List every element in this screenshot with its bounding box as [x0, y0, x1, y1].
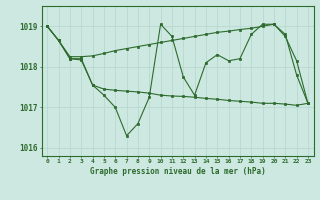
X-axis label: Graphe pression niveau de la mer (hPa): Graphe pression niveau de la mer (hPa) — [90, 167, 266, 176]
